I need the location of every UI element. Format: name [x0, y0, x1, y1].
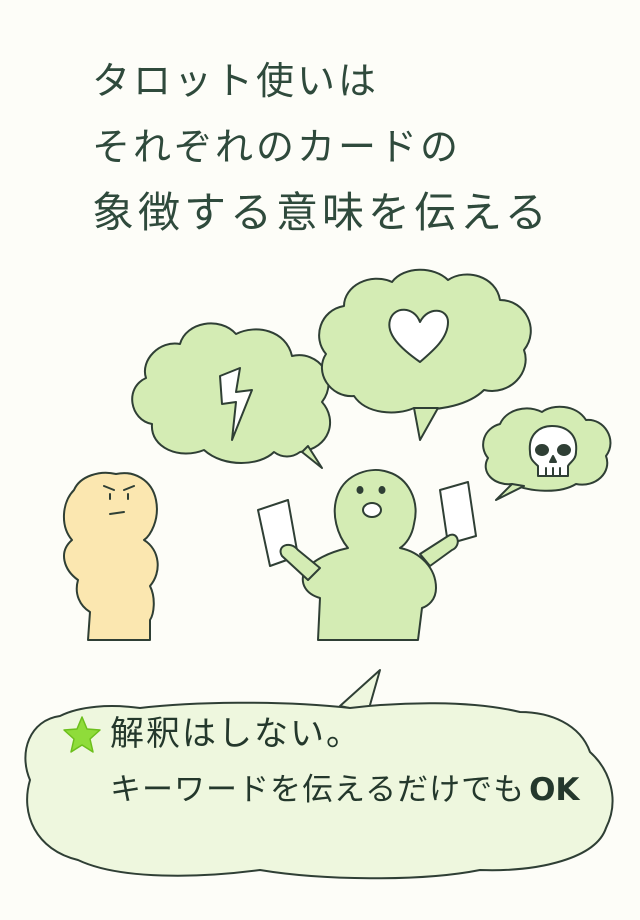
- caption-bubble: [24, 669, 614, 880]
- title-line-3: 象徴する意味を伝える: [92, 188, 551, 237]
- star-icon: [63, 716, 101, 753]
- reader-figure: [257, 469, 477, 641]
- title-line-1: タロット使いは: [92, 59, 380, 103]
- thought-bubble-left: [131, 322, 331, 469]
- caption-line-1: 解釈はしない。: [110, 714, 362, 754]
- tarot-card-right: [439, 481, 477, 545]
- title-line-2: それぞれのカードの: [92, 125, 462, 169]
- heart-icon: [388, 308, 449, 363]
- caption-line-2: キーワードを伝えるだけでも: [110, 772, 526, 808]
- lightning-icon: [219, 367, 253, 441]
- page-title: タロット使いは それぞれのカードの 象徴する意味を伝える: [92, 48, 551, 246]
- listener-figure: [63, 471, 159, 641]
- skull-icon: [528, 425, 578, 477]
- caption-row-2: キーワードを伝えるだけでも OK: [110, 762, 579, 818]
- thought-bubble-right: [482, 405, 612, 501]
- thought-bubble-center: [318, 268, 532, 441]
- ok-label: OK: [529, 772, 580, 808]
- caption-text: 解釈はしない。 キーワードを伝えるだけでも OK: [62, 706, 579, 818]
- caption-row-1: 解釈はしない。: [62, 706, 579, 762]
